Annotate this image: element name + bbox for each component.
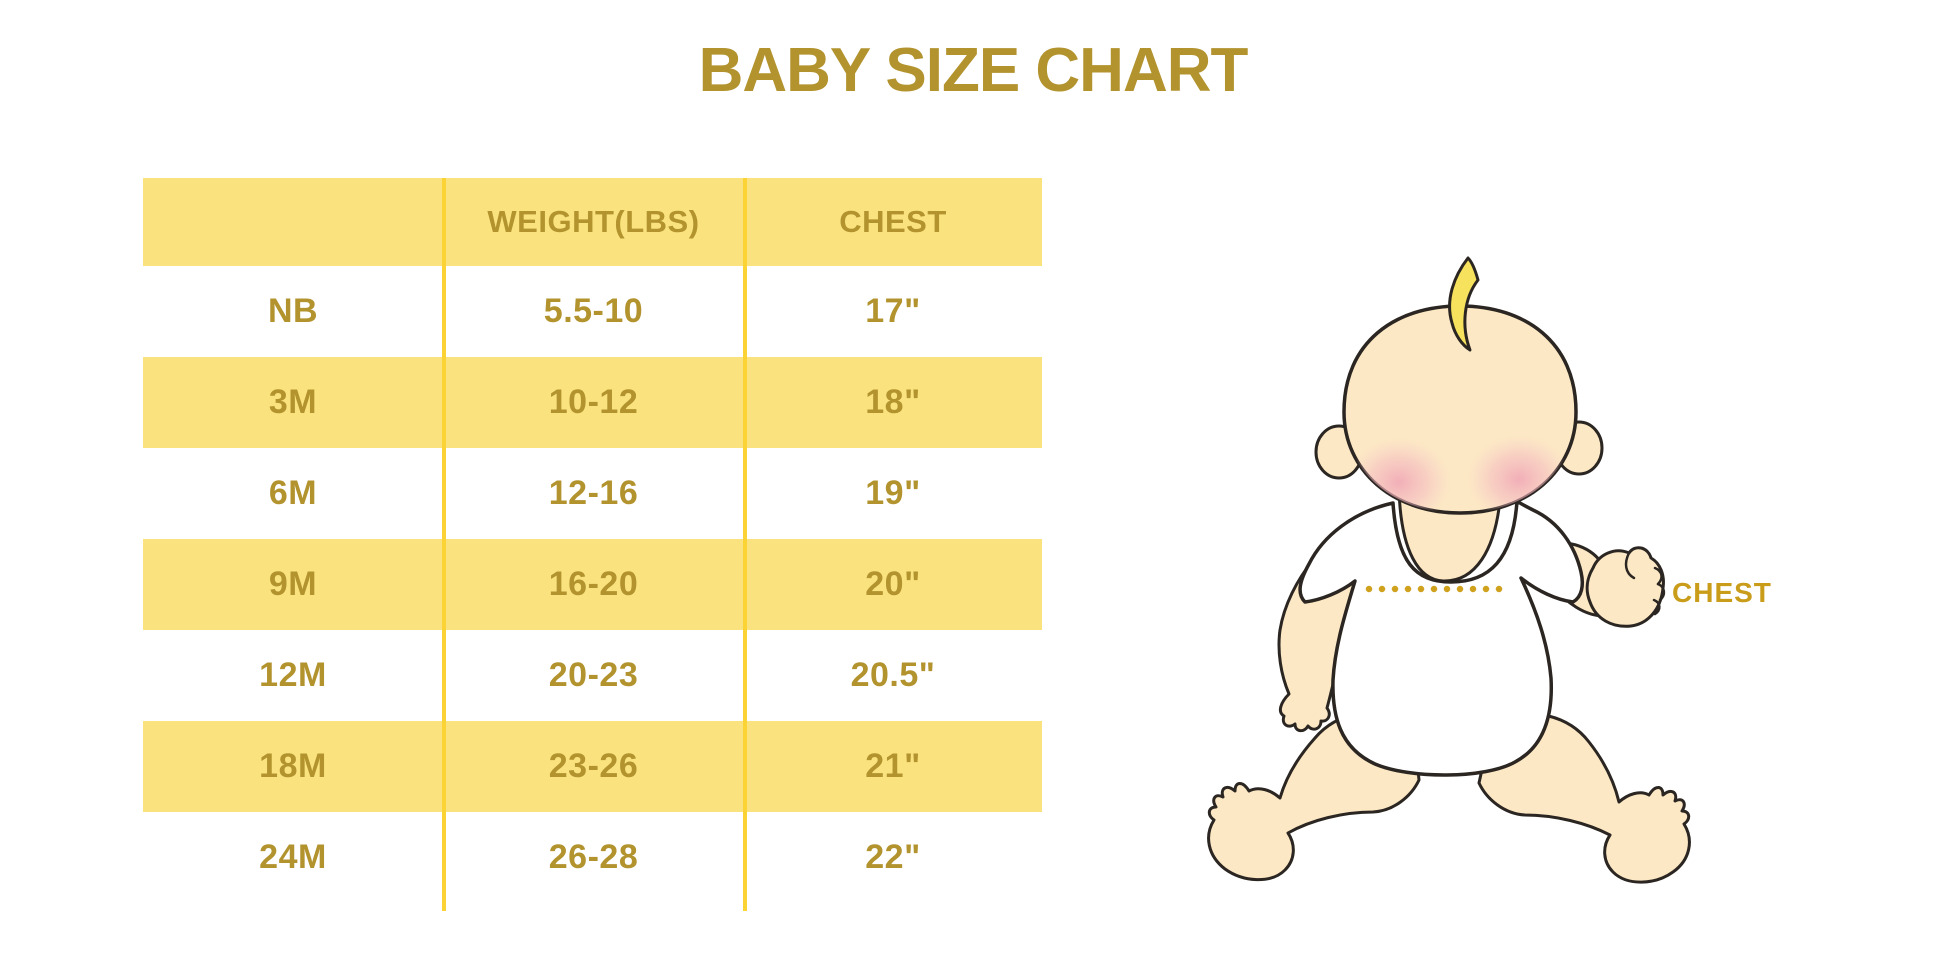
header-cell-chest: CHEST (839, 204, 947, 239)
size-cell: 24M (259, 838, 327, 876)
chest-cell: 20" (865, 565, 921, 603)
header-cell-size (143, 178, 443, 266)
fist-finger-lines (1624, 551, 1666, 616)
baby-hair-curl (1448, 256, 1480, 352)
size-chart-table: WEIGHT(LBS) CHEST NB 5.5-10 17" 3M 10-12… (143, 178, 1042, 911)
chest-cell: 17" (865, 292, 921, 330)
baby-illustration: CHEST (1185, 250, 1805, 895)
size-cell: NB (267, 292, 319, 330)
table-header-row: WEIGHT(LBS) CHEST (143, 178, 1042, 266)
header-cell-weight: WEIGHT(LBS) (487, 204, 700, 239)
column-divider (743, 178, 747, 911)
size-cell: 3M (268, 383, 318, 421)
baby-right-leg (1477, 712, 1691, 884)
size-cell: 6M (268, 474, 318, 512)
weight-cell: 5.5-10 (543, 292, 644, 330)
weight-cell: 23-26 (548, 747, 639, 785)
chest-cell: 22" (865, 838, 921, 876)
weight-cell: 12-16 (548, 474, 639, 512)
weight-cell: 10-12 (548, 383, 639, 421)
chest-label: CHEST (1672, 577, 1772, 608)
weight-cell: 20-23 (548, 656, 639, 694)
weight-cell: 26-28 (548, 838, 639, 876)
table-row: 24M 26-28 22" (143, 812, 1042, 903)
size-cell: 9M (268, 565, 318, 603)
chest-cell: 21" (865, 747, 921, 785)
table-row: 9M 16-20 20" (143, 539, 1042, 630)
table-row: 3M 10-12 18" (143, 357, 1042, 448)
chest-cell: 20.5" (850, 656, 936, 694)
page-title: BABY SIZE CHART (698, 36, 1249, 105)
table-row: 6M 12-16 19" (143, 448, 1042, 539)
table-row: NB 5.5-10 17" (143, 266, 1042, 357)
weight-cell: 16-20 (548, 565, 639, 603)
column-divider (442, 178, 446, 911)
size-cell: 12M (259, 656, 327, 694)
baby-figure-svg: CHEST (1207, 256, 1772, 884)
table-row: 18M 23-26 21" (143, 721, 1042, 812)
chest-cell: 18" (865, 383, 921, 421)
table-row: 12M 20-23 20.5" (143, 630, 1042, 721)
size-cell: 18M (259, 747, 327, 785)
chest-cell: 19" (865, 474, 921, 512)
